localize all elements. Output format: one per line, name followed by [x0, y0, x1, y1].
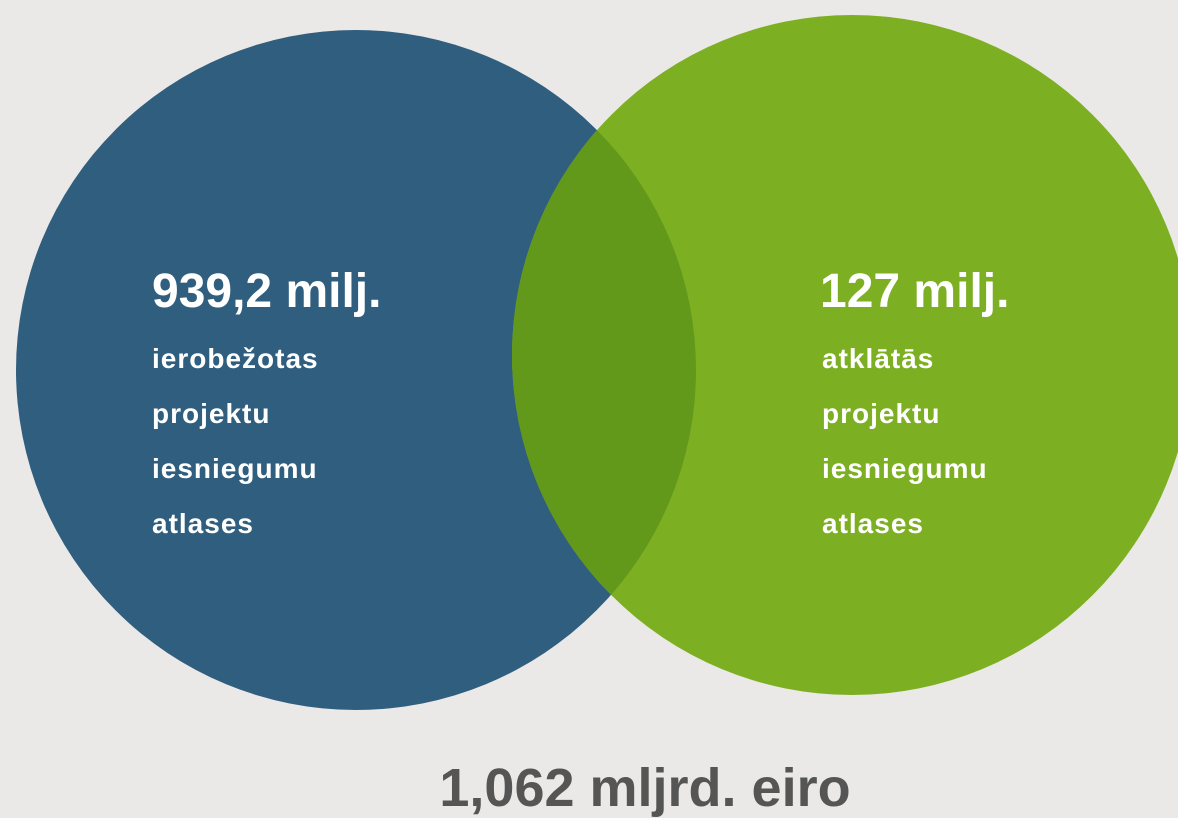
description-line: atlases — [822, 508, 924, 539]
left-circle — [16, 30, 696, 710]
description-line: iesniegumu — [822, 453, 988, 484]
right-description: atklātās projektu iesniegumu atlases — [822, 343, 988, 539]
right-circle — [512, 15, 1178, 695]
description-line: projektu — [152, 398, 270, 429]
left-amount: 939,2 milj. — [152, 265, 381, 318]
total: 1,062 mljrd. eiro — [439, 758, 850, 818]
description-line: iesniegumu — [152, 453, 318, 484]
description-line: atklātās — [822, 343, 934, 374]
description-line: ierobežotas — [152, 343, 319, 374]
description-line: projektu — [822, 398, 940, 429]
description-line: atlases — [152, 508, 254, 539]
right-amount: 127 milj. — [820, 265, 1009, 318]
left-description: ierobežotas projektu iesniegumu atlases — [152, 343, 319, 539]
